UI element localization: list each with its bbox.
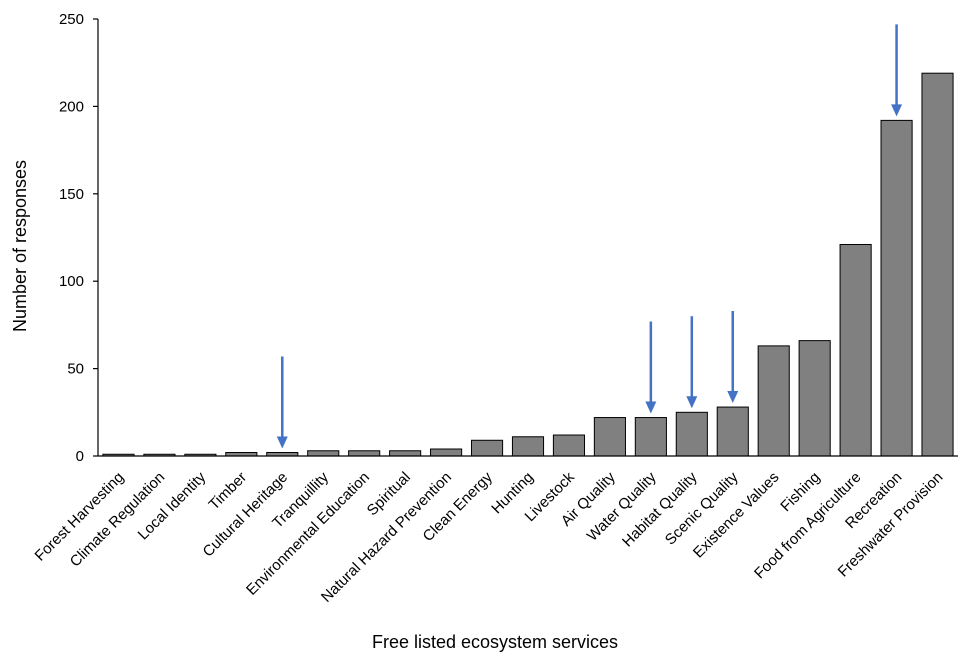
bar-water-quality xyxy=(634,417,667,457)
bar-freshwater-provision xyxy=(921,72,954,457)
bar-fishing xyxy=(798,340,831,457)
arrow-head-cultural-heritage xyxy=(276,436,288,449)
y-tick-label: 150 xyxy=(59,186,84,203)
y-tick-label: 0 xyxy=(76,448,84,465)
y-axis-title: Number of responses xyxy=(10,160,30,332)
arrow-head-water-quality xyxy=(645,401,657,414)
y-tick-label: 50 xyxy=(67,361,84,378)
bar-tranquillity xyxy=(307,450,340,457)
bar-air-quality xyxy=(593,417,626,457)
arrow-head-habitat-quality xyxy=(686,396,698,409)
bar-recreation xyxy=(880,119,913,457)
arrow-head-scenic-quality xyxy=(727,391,739,404)
bar-natural-hazard-prevention xyxy=(430,448,463,457)
x-axis-title: Free listed ecosystem services xyxy=(372,632,618,652)
bar-clean-energy xyxy=(470,439,504,457)
bar-habitat-quality xyxy=(675,411,708,457)
bar-environmental-education xyxy=(348,450,381,457)
bar-spiritual xyxy=(389,450,422,457)
bar-livestock xyxy=(552,434,586,457)
bar-hunting xyxy=(511,436,545,457)
arrow-head-recreation xyxy=(891,104,903,117)
bar-food-from-agriculture xyxy=(839,243,872,457)
bar-existence-values xyxy=(757,345,790,457)
y-tick-label: 100 xyxy=(59,273,84,290)
bar-scenic-quality xyxy=(716,406,749,457)
y-tick-label: 200 xyxy=(59,98,84,115)
y-tick-label: 250 xyxy=(59,11,84,28)
